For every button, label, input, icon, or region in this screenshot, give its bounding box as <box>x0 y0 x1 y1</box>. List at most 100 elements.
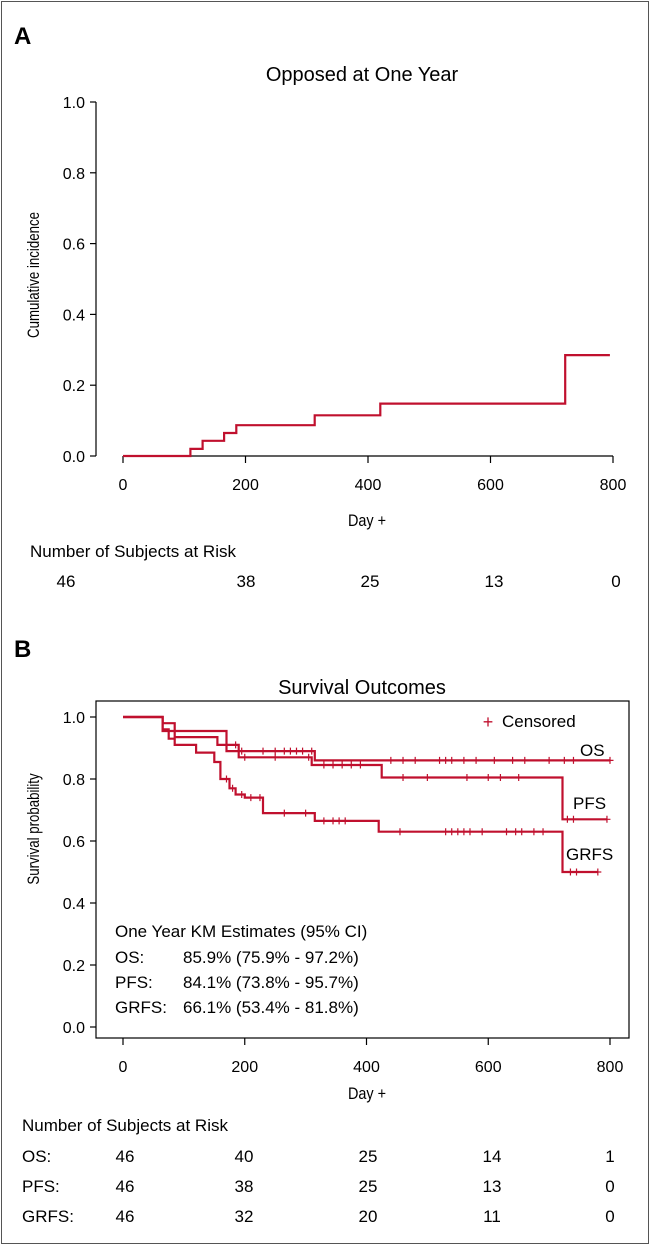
censor-mark <box>496 773 504 781</box>
y-tick-label: 0.0 <box>63 449 85 466</box>
censor-mark <box>594 868 602 876</box>
risk-row-label: OS: <box>22 1147 51 1166</box>
censor-mark <box>573 868 581 876</box>
series-line-grfs <box>123 715 598 874</box>
risk-count: 0 <box>611 572 620 591</box>
censor-mark <box>308 747 316 755</box>
censor-mark <box>509 756 517 764</box>
censor-mark <box>448 828 456 836</box>
y-tick-label: 0.8 <box>63 166 85 183</box>
km-estimates-heading: One Year KM Estimates (95% CI) <box>115 922 367 941</box>
y-tick-label: 0.4 <box>63 307 85 324</box>
censor-mark <box>569 756 577 764</box>
censor-mark <box>320 817 328 825</box>
risk-count: 25 <box>359 1147 378 1166</box>
risk-count: 0 <box>605 1207 614 1226</box>
censor-mark <box>396 828 404 836</box>
km-estimate-pfs-label: PFS: <box>115 973 153 992</box>
censor-mark <box>399 773 407 781</box>
censor-mark <box>338 761 346 769</box>
panel-b-risk-table: OS: 46 40 25 14 1 PFS: 46 38 25 13 0 GRFS: 46 32 20 11 0 <box>22 1147 615 1226</box>
censor-mark <box>569 815 577 823</box>
risk-count: 46 <box>116 1177 135 1196</box>
x-tick-label: 0 <box>119 477 128 494</box>
risk-count: 25 <box>359 1177 378 1196</box>
censor-mark <box>448 756 456 764</box>
x-tick-label: 0 <box>119 1059 128 1076</box>
censor-mark <box>320 761 328 769</box>
panel-a-y-label: Cumulative incidence <box>25 212 44 338</box>
y-tick-label: 0.2 <box>63 378 85 395</box>
censor-mark <box>466 828 474 836</box>
risk-count: 46 <box>116 1147 135 1166</box>
censor-mark <box>280 747 288 755</box>
censor-mark <box>442 828 450 836</box>
x-tick-label: 800 <box>600 477 627 494</box>
panel-b-x-ticks: 0 200 400 600 800 <box>119 1038 624 1076</box>
panel-a-risk-title: Number of Subjects at Risk <box>30 542 236 561</box>
panel-b-y-ticks: 0.0 0.2 0.4 0.6 0.8 1.0 <box>63 710 96 1037</box>
panel-a-x-ticks: 0 200 400 600 800 <box>119 456 627 494</box>
censor-mark <box>460 756 468 764</box>
curve-label-pfs: PFS <box>573 794 606 813</box>
risk-count: 11 <box>483 1207 501 1226</box>
censor-mark <box>335 817 343 825</box>
censor-mark <box>238 791 246 798</box>
censor-mark <box>347 761 355 769</box>
risk-count: 38 <box>237 572 256 591</box>
panel-b-y-label: Survival probability <box>25 773 44 885</box>
censor-mark <box>222 741 230 749</box>
censor-mark <box>606 756 614 764</box>
y-tick-label: 0.2 <box>63 958 85 975</box>
km-estimate-pfs-value: 84.1% (73.8% - 95.7%) <box>183 973 359 992</box>
censor-mark <box>411 756 419 764</box>
censor-mark <box>463 773 471 781</box>
censor-mark <box>503 828 511 836</box>
censor-mark <box>256 794 264 802</box>
x-tick-label: 200 <box>231 1059 258 1076</box>
censor-mark <box>521 756 529 764</box>
y-tick-label: 0.0 <box>63 1020 85 1037</box>
censor-mark <box>539 828 547 836</box>
censor-mark <box>515 773 523 781</box>
risk-count: 1 <box>605 1147 614 1166</box>
censor-mark <box>341 817 349 825</box>
panel-a-letter: A <box>14 23 31 50</box>
censor-mark <box>512 828 520 836</box>
censor-mark <box>399 756 407 764</box>
censor-mark <box>356 761 364 769</box>
censor-mark <box>530 828 538 836</box>
censor-mark <box>387 756 395 764</box>
panel-b-letter: B <box>14 636 31 663</box>
y-tick-label: 0.6 <box>63 237 85 254</box>
censor-mark <box>472 756 480 764</box>
censor-mark <box>563 815 571 823</box>
censor-mark <box>560 756 568 764</box>
risk-count: 46 <box>57 572 76 591</box>
y-tick-label: 1.0 <box>63 95 85 112</box>
censor-mark <box>247 794 255 802</box>
risk-count: 46 <box>116 1207 135 1226</box>
km-estimates: One Year KM Estimates (95% CI) OS: 85.9%… <box>115 922 367 1017</box>
risk-row-label: PFS: <box>22 1177 60 1196</box>
censor-mark <box>423 773 431 781</box>
legend-censor-symbol: + <box>483 712 494 732</box>
series-line-pfs <box>123 715 607 821</box>
x-tick-label: 600 <box>477 477 504 494</box>
censor-mark <box>545 756 553 764</box>
km-estimate-grfs-label: GRFS: <box>115 998 167 1017</box>
km-estimate-os-value: 85.9% (75.9% - 97.2%) <box>183 948 359 967</box>
panel-b-plot-box <box>95 700 630 1039</box>
km-estimate-os-label: OS: <box>115 948 144 967</box>
risk-row-label: GRFS: <box>22 1207 74 1226</box>
risk-count: 0 <box>605 1177 614 1196</box>
curve-label-grfs: GRFS <box>566 845 613 864</box>
censor-mark <box>436 756 444 764</box>
x-tick-label: 800 <box>597 1059 624 1076</box>
censor-mark <box>484 773 492 781</box>
y-tick-label: 0.4 <box>63 896 85 913</box>
y-tick-label: 1.0 <box>63 710 85 727</box>
km-estimate-grfs-value: 66.1% (53.4% - 81.8%) <box>183 998 359 1017</box>
